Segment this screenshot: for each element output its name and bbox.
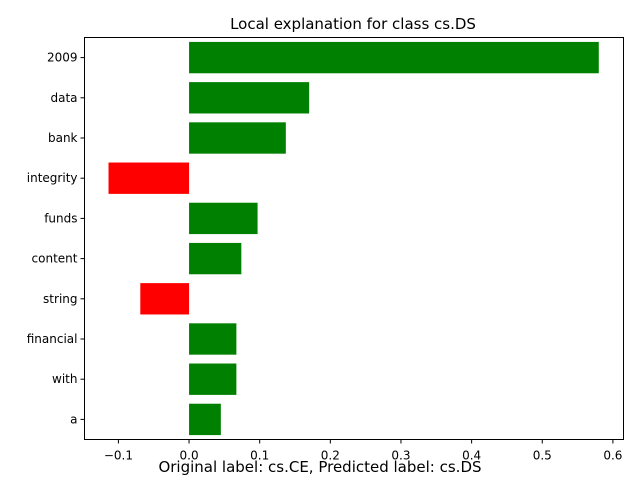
- y-tick-label: string: [43, 292, 77, 306]
- bar-data: [189, 82, 310, 114]
- bars: [108, 41, 599, 436]
- x-tick-label: −0.1: [104, 449, 133, 463]
- y-tick-label: content: [32, 252, 78, 266]
- y-axis-ticks: 2009 data bank integrity funds content string f…: [27, 51, 85, 426]
- y-tick-label: data: [50, 91, 77, 105]
- y-tick-label: funds: [44, 211, 77, 225]
- x-tick-label: 0.5: [533, 449, 552, 463]
- prediction-caption: Original label: cs.CE, Predicted label: …: [158, 458, 482, 476]
- bar-content: [189, 242, 242, 275]
- bar-funds: [189, 202, 258, 235]
- bar-integrity: [108, 162, 190, 194]
- x-axis-ticks: −0.1 0.0 0.1 0.2 0.3 0.4 0.5 0.6: [104, 439, 622, 463]
- x-tick-label: 0.0: [180, 449, 199, 463]
- y-tick-label: bank: [48, 131, 78, 145]
- bar-with: [189, 363, 237, 395]
- y-tick-label: with: [52, 372, 77, 386]
- y-tick-label: integrity: [27, 171, 78, 185]
- y-tick-label: a: [70, 412, 77, 426]
- x-tick-label: 0.2: [321, 449, 340, 463]
- y-tick-label: financial: [27, 332, 78, 346]
- y-tick-label: 2009: [47, 51, 78, 65]
- chart-title: Local explanation for class cs.DS: [230, 15, 476, 33]
- x-tick-label: 0.3: [391, 449, 410, 463]
- bar-2009: [189, 41, 599, 74]
- bar-string: [140, 283, 190, 315]
- x-tick-label: 0.1: [250, 449, 269, 463]
- x-tick-label: 0.4: [462, 449, 481, 463]
- plot-frame: [84, 37, 624, 440]
- bar-bank: [189, 122, 286, 154]
- bar-financial: [189, 323, 237, 355]
- bar-a: [189, 403, 221, 436]
- x-tick-label: 0.6: [603, 449, 622, 463]
